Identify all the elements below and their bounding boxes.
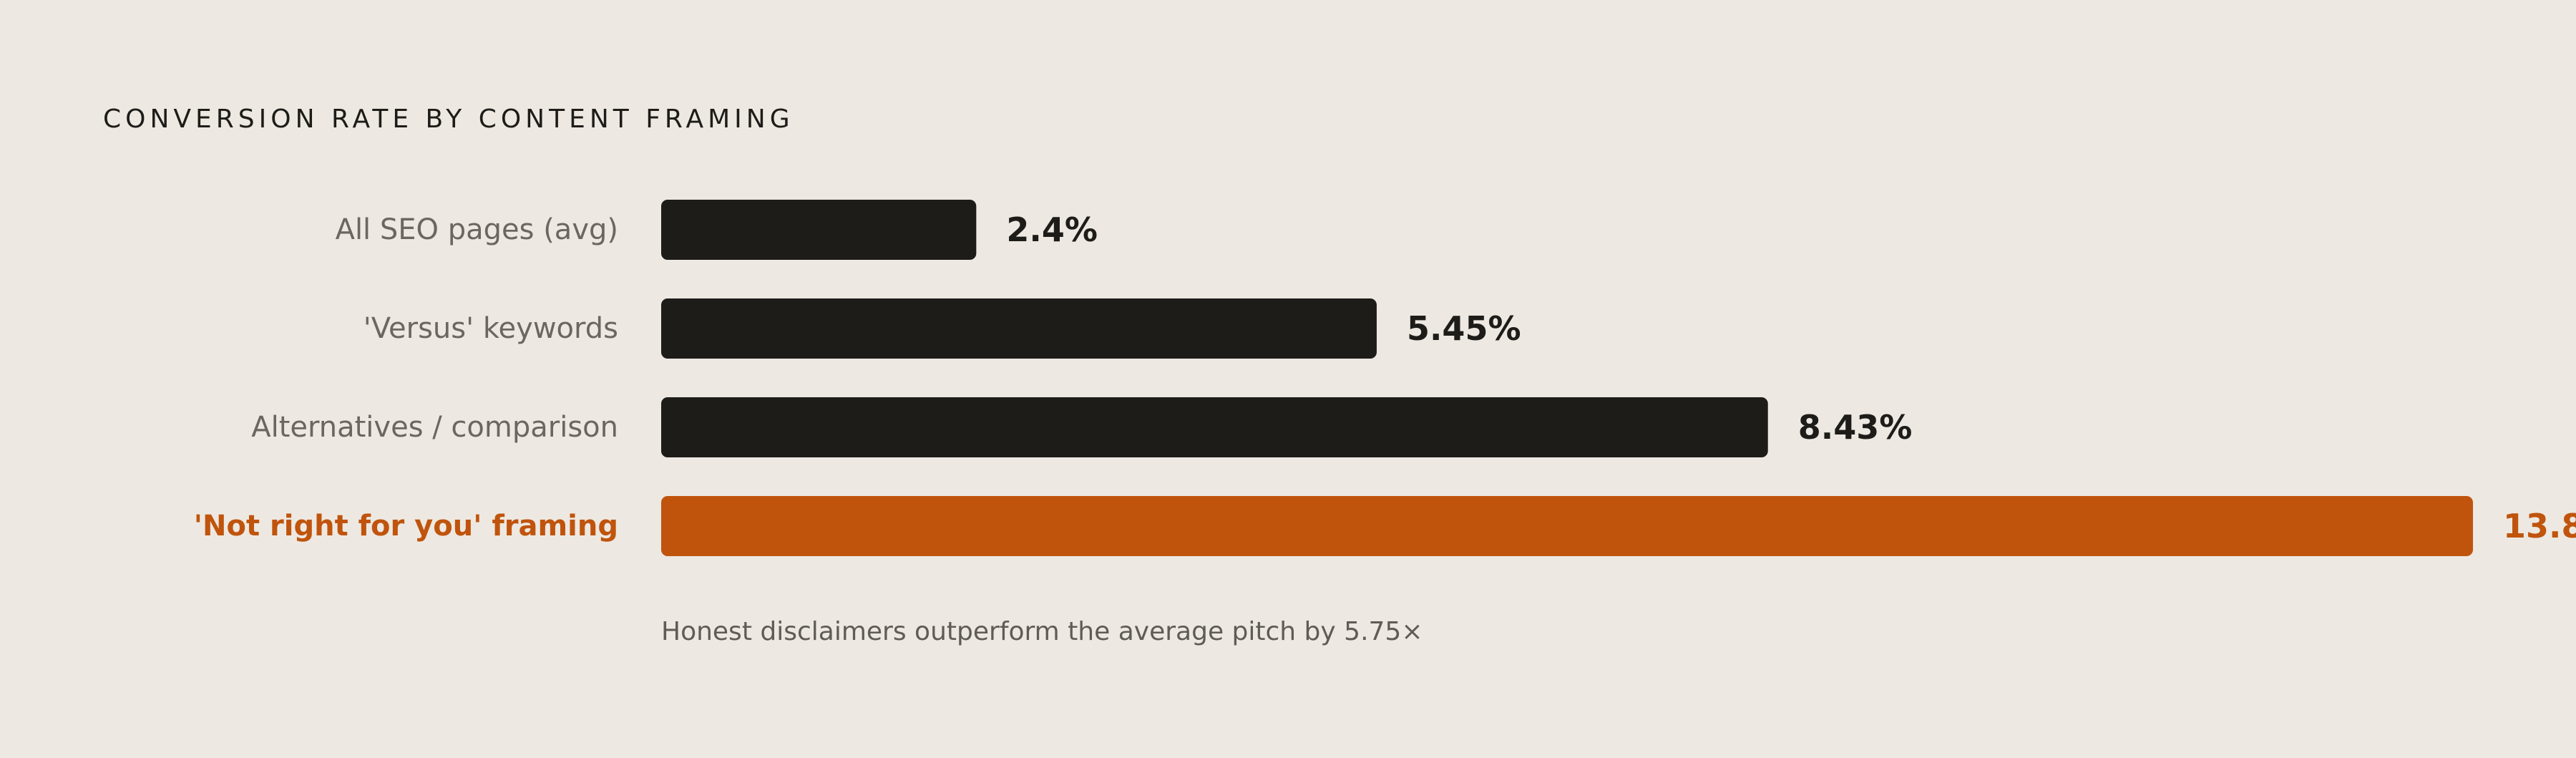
category-label: 'Versus' keywords <box>364 312 618 345</box>
bar <box>661 200 977 260</box>
category-label: Alternatives / comparison <box>251 411 618 444</box>
bar <box>661 397 1768 457</box>
chart-title: CONVERSION RATE BY CONTENT FRAMING <box>103 105 794 134</box>
value-label: 2.4% <box>1006 210 1098 249</box>
bar <box>661 298 1377 359</box>
category-label: All SEO pages (avg) <box>336 213 618 246</box>
chart-annotation: Honest disclaimers outperform the averag… <box>661 617 1423 646</box>
value-label: 8.43% <box>1798 408 1913 447</box>
value-label: 5.45% <box>1407 309 1521 348</box>
bar <box>661 496 2473 556</box>
category-label: 'Not right for you' framing <box>194 510 618 543</box>
value-label: 13.8% <box>2503 507 2576 545</box>
